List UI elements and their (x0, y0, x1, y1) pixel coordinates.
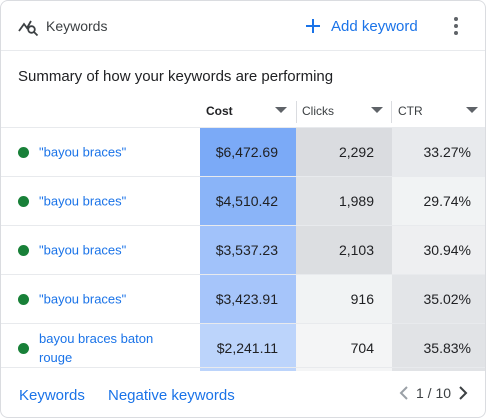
keywords-link[interactable]: Keywords (19, 387, 85, 404)
column-header-cost[interactable]: Cost (200, 97, 295, 129)
ctr-cell: 35.83% (392, 324, 485, 371)
add-keyword-button[interactable]: Add keyword (305, 13, 418, 39)
cost-cell: $3,537.23 (200, 226, 296, 274)
column-label-cost: Cost (206, 104, 233, 118)
card-header: Keywords Add keyword (1, 1, 485, 51)
keywords-table: "bayou braces" $6,472.69 2,292 33.27% "b… (1, 127, 485, 371)
sort-dropdown-icon (466, 107, 478, 113)
more-options-icon[interactable] (449, 14, 463, 38)
status-enabled-icon (18, 147, 29, 158)
negative-keywords-link[interactable]: Negative keywords (108, 387, 235, 404)
status-enabled-icon (18, 342, 29, 354)
table-row: "bayou braces" $4,510.42 1,989 29.74% (1, 176, 485, 225)
column-divider (296, 101, 297, 123)
clicks-cell: 2,292 (296, 128, 392, 176)
status-enabled-icon (18, 196, 29, 207)
table-row: bayou braces baton rouge $2,241.11 704 3… (1, 323, 485, 371)
chevron-right-icon[interactable] (458, 385, 468, 401)
plus-icon (306, 19, 320, 33)
column-label-ctr: CTR (398, 104, 423, 118)
clicks-cell: 1,989 (296, 177, 392, 225)
status-enabled-icon (18, 294, 29, 305)
ctr-cell: 33.27% (392, 128, 485, 176)
table-row: "bayou braces" $3,423.91 916 35.02% (1, 274, 485, 323)
ctr-cell: 35.02% (392, 275, 485, 323)
table-row: "bayou braces" $6,472.69 2,292 33.27% (1, 127, 485, 176)
keyword-link[interactable]: "bayou braces" (39, 291, 127, 307)
ctr-cell: 29.74% (392, 177, 485, 225)
clicks-cell: 916 (296, 275, 392, 323)
cost-cell: $4,510.42 (200, 177, 296, 225)
column-divider (391, 101, 392, 123)
cost-cell: $3,423.91 (200, 275, 296, 323)
card-footer: Keywords Negative keywords 1 / 10 (1, 367, 485, 417)
chevron-left-icon[interactable] (399, 385, 409, 401)
pagination: 1 / 10 (399, 385, 468, 401)
keyword-link[interactable]: bayou braces baton rouge (39, 330, 154, 365)
sort-dropdown-icon (275, 107, 287, 113)
summary-heading: Summary of how your keywords are perform… (18, 68, 334, 85)
status-enabled-icon (18, 245, 29, 256)
column-header-ctr[interactable]: CTR (392, 97, 485, 128)
column-label-clicks: Clicks (302, 104, 334, 118)
clicks-cell: 704 (296, 324, 392, 371)
page-indicator: 1 / 10 (416, 385, 452, 401)
keyword-search-icon (18, 20, 39, 37)
keyword-link[interactable]: "bayou braces" (39, 193, 127, 209)
cost-cell: $2,241.11 (200, 324, 296, 371)
card-title: Keywords (46, 18, 108, 34)
keyword-link[interactable]: "bayou braces" (39, 144, 127, 160)
keyword-link[interactable]: "bayou braces" (39, 242, 127, 258)
column-header-clicks[interactable]: Clicks (296, 97, 388, 128)
table-row: "bayou braces" $3,537.23 2,103 30.94% (1, 225, 485, 274)
add-keyword-label: Add keyword (331, 17, 418, 35)
sort-dropdown-icon (371, 107, 383, 113)
cost-cell: $6,472.69 (200, 128, 296, 176)
ctr-cell: 30.94% (392, 226, 485, 274)
clicks-cell: 2,103 (296, 226, 392, 274)
